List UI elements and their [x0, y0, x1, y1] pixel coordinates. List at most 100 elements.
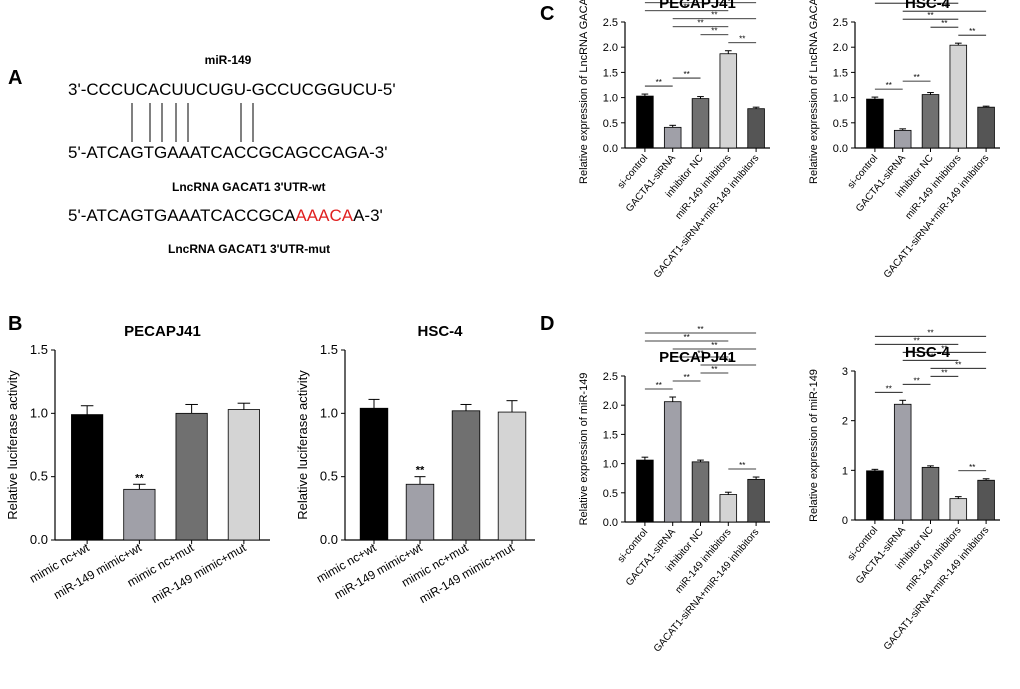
significance-label: ** — [941, 3, 947, 12]
bar — [691, 461, 710, 523]
significance-label: ** — [739, 35, 745, 44]
bar — [636, 95, 654, 149]
significance-label: ** — [656, 78, 662, 87]
bar — [227, 409, 260, 541]
x-tick-label: GACAT1-siRNA+miR-149 inhibitors — [882, 525, 992, 653]
error-bar — [752, 106, 760, 109]
error-bar — [641, 93, 649, 97]
wt-seq: 5'-ATCAGTGAAATCACCGCAGCCAGA-3' — [68, 143, 387, 162]
y-tick-label: 1.0 — [320, 405, 338, 420]
y-tick-label: 2.5 — [603, 371, 618, 383]
significance-label: ** — [697, 19, 703, 28]
bar — [636, 459, 654, 523]
error-bar — [414, 476, 426, 485]
error-bar — [927, 92, 934, 95]
y-tick-label: 3 — [842, 366, 848, 378]
y-axis-label: Relative luciferase activity — [5, 370, 20, 520]
mirna-seq: 3'-CCCUCACUUCUGU-GCCUCGGUCU-5' — [68, 80, 396, 99]
significance-label: ** — [927, 11, 933, 20]
bar — [977, 106, 995, 149]
significance-label: ** — [941, 368, 947, 377]
bar — [893, 403, 912, 521]
significance-label: ** — [683, 3, 689, 12]
significance-label: ** — [886, 81, 892, 90]
bar — [405, 483, 435, 541]
y-tick-label: 1.0 — [30, 405, 48, 420]
panel-letter: A — [8, 67, 22, 89]
bar — [691, 98, 710, 149]
significance-label: ** — [683, 70, 689, 79]
x-tick-label: miR-149 mimic+mut — [149, 540, 249, 606]
y-tick-label: 1.0 — [833, 93, 848, 105]
y-tick-label: 0.0 — [603, 143, 618, 155]
chart-title: PECAPJ41 — [124, 323, 201, 340]
error-bar — [669, 124, 677, 128]
significance-label: ** — [683, 373, 689, 382]
error-bar — [80, 405, 94, 415]
y-axis-label: Relative expression of miR-149 — [578, 373, 590, 526]
bar — [451, 410, 481, 541]
significance-label: ** — [913, 0, 919, 4]
panel-letter: D — [540, 313, 554, 335]
error-bar — [697, 96, 704, 99]
bar — [949, 498, 968, 521]
significance-label: ** — [913, 73, 919, 82]
significance-label: ** — [683, 333, 689, 342]
x-tick-label: GACTA1-siRNA — [854, 153, 908, 215]
y-tick-label: 0.0 — [320, 532, 338, 547]
panel-letter: B — [8, 313, 22, 335]
bar — [359, 407, 389, 541]
error-bar — [899, 128, 907, 131]
y-tick-label: 0.5 — [833, 118, 848, 130]
significance-label: ** — [941, 19, 947, 28]
significance-label: ** — [697, 325, 703, 334]
y-axis-label: Relative expression of LncRNA GACAT1 — [808, 0, 820, 184]
y-tick-label: 0.5 — [320, 469, 338, 484]
error-bar — [237, 402, 251, 410]
error-bar — [724, 50, 732, 54]
y-tick-label: 0.5 — [603, 488, 618, 500]
bar — [921, 94, 940, 149]
y-axis-label: Relative expression of miR-149 — [808, 369, 820, 522]
bar — [663, 126, 682, 149]
bar — [175, 412, 208, 541]
error-bar — [927, 465, 934, 468]
panel-letter: C — [540, 3, 554, 25]
x-tick-label: miR-149 mimic+wt — [51, 540, 144, 602]
x-tick-label: GACAT1-siRNA+miR-149 inhibitors — [652, 153, 762, 281]
y-tick-label: 2 — [842, 416, 848, 428]
x-tick-label: GACTA1-siRNA — [624, 153, 678, 215]
error-bar — [460, 403, 472, 411]
significance-label: ** — [711, 365, 717, 374]
bar — [71, 414, 104, 541]
bar — [893, 129, 912, 149]
significance-label: ** — [739, 461, 745, 470]
mut-label: LncRNA GACAT1 3'UTR-mut — [168, 242, 330, 256]
significance-label: ** — [725, 357, 731, 366]
error-bar — [899, 399, 907, 405]
chart-title: PECAPJ41 — [659, 349, 736, 366]
y-tick-label: 0.0 — [603, 517, 618, 529]
y-tick-label: 0.0 — [30, 532, 48, 547]
bar — [497, 411, 527, 541]
bar — [719, 53, 738, 149]
bar — [719, 494, 738, 523]
significance-label: ** — [135, 472, 144, 484]
x-tick-label: GACAT1-siRNA+miR-149 inhibitors — [652, 527, 762, 655]
significance-label: ** — [913, 376, 919, 385]
mut-seq: 5'-ATCAGTGAAATCACCGCAAAACAA-3' — [68, 206, 383, 225]
error-bar — [506, 400, 518, 413]
bar — [747, 478, 765, 523]
bar — [123, 488, 156, 541]
error-bar — [669, 396, 677, 402]
significance-label: ** — [711, 27, 717, 36]
y-tick-label: 1.5 — [603, 67, 618, 79]
bar — [663, 401, 682, 523]
significance-label: ** — [711, 11, 717, 20]
bar — [921, 466, 940, 521]
error-bar — [871, 468, 879, 471]
y-axis-label: Relative luciferase activity — [295, 370, 310, 520]
y-tick-label: 1.5 — [603, 429, 618, 441]
mut-seq-part: 5'-ATCAGTGAAATCACCGCA — [68, 206, 296, 225]
